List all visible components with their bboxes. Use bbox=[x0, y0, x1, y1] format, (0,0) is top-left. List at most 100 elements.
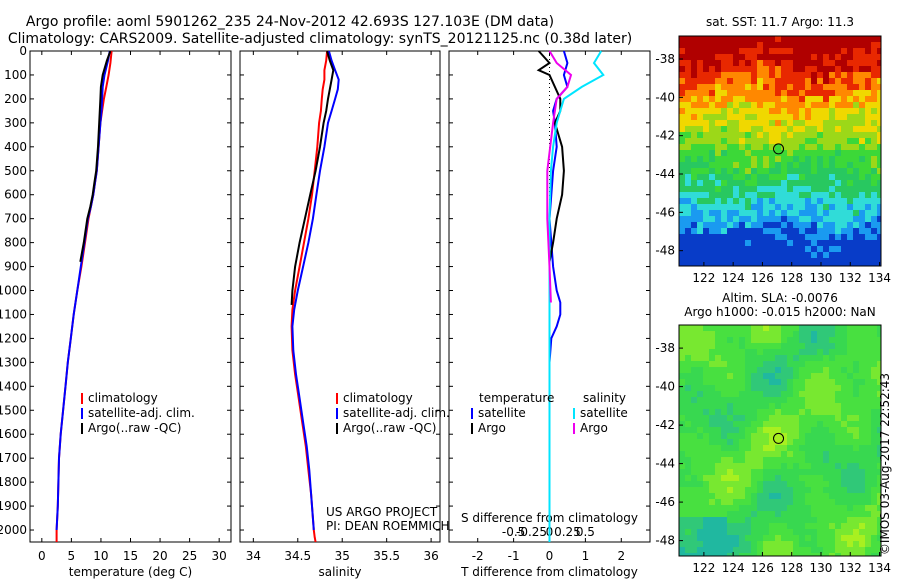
heatmap-cell bbox=[865, 463, 872, 470]
heatmap-cell bbox=[679, 373, 686, 380]
heatmap-cell bbox=[877, 379, 884, 386]
heatmap-cell bbox=[799, 162, 806, 169]
heatmap-cell bbox=[787, 463, 794, 470]
heatmap-cell bbox=[799, 234, 806, 241]
heatmap-cell bbox=[877, 168, 884, 175]
heatmap-cell bbox=[865, 96, 872, 103]
heatmap-cell bbox=[847, 216, 854, 223]
heatmap-cell bbox=[751, 240, 758, 247]
heatmap-cell bbox=[733, 228, 740, 235]
heatmap-cell bbox=[709, 469, 716, 476]
heatmap-cell bbox=[817, 102, 824, 109]
heatmap-cell bbox=[757, 475, 764, 482]
heatmap-cell bbox=[733, 36, 740, 43]
heatmap-cell bbox=[751, 162, 758, 169]
heatmap-cell bbox=[829, 493, 836, 500]
heatmap-cell bbox=[739, 48, 746, 55]
heatmap-cell bbox=[739, 373, 746, 380]
heatmap-cell bbox=[823, 78, 830, 85]
heatmap-cell bbox=[679, 36, 686, 43]
heatmap-cell bbox=[829, 120, 836, 127]
heatmap-cell bbox=[811, 325, 818, 332]
heatmap-cell bbox=[835, 228, 842, 235]
heatmap-cell bbox=[733, 469, 740, 476]
heatmap-cell bbox=[781, 60, 788, 67]
heatmap-cell bbox=[799, 481, 806, 488]
heatmap-cell bbox=[829, 222, 836, 229]
heatmap-cell bbox=[751, 198, 758, 205]
heatmap-cell bbox=[709, 403, 716, 410]
x-tick-label: -2 bbox=[472, 549, 484, 563]
heatmap-cell bbox=[745, 90, 752, 97]
heatmap-cell bbox=[871, 102, 878, 109]
heatmap-cell bbox=[805, 234, 812, 241]
heatmap-cell bbox=[733, 120, 740, 127]
heatmap-cell bbox=[775, 487, 782, 494]
heatmap-cell bbox=[787, 246, 794, 253]
heatmap-cell bbox=[871, 439, 878, 446]
heatmap-cell bbox=[841, 228, 848, 235]
heatmap-cell bbox=[727, 90, 734, 97]
heatmap-cell bbox=[865, 349, 872, 356]
header-line-2: Climatology: CARS2009. Satellite-adjuste… bbox=[8, 31, 632, 47]
heatmap-cell bbox=[787, 150, 794, 157]
heatmap-cell bbox=[733, 78, 740, 85]
heatmap-cell bbox=[715, 337, 722, 344]
heatmap-cell bbox=[721, 403, 728, 410]
heatmap-cell bbox=[697, 403, 704, 410]
heatmap-cell bbox=[847, 48, 854, 55]
heatmap-cell bbox=[697, 535, 704, 542]
series-line-argo-raw-qc- bbox=[290, 50, 335, 305]
heatmap-cell bbox=[745, 373, 752, 380]
heatmap-cell bbox=[775, 379, 782, 386]
heatmap-cell bbox=[841, 78, 848, 85]
heatmap-cell bbox=[781, 246, 788, 253]
heatmap-cell bbox=[841, 463, 848, 470]
heatmap-cell bbox=[757, 60, 764, 67]
heatmap-cell bbox=[763, 132, 770, 139]
heatmap-cell bbox=[871, 84, 878, 91]
heatmap-cell bbox=[757, 138, 764, 145]
heatmap-cell bbox=[691, 421, 698, 428]
x-tick-label: 20 bbox=[152, 549, 167, 563]
heatmap-cell bbox=[871, 463, 878, 470]
heatmap-cell bbox=[733, 391, 740, 398]
heatmap-cell bbox=[811, 150, 818, 157]
heatmap-cell bbox=[769, 102, 776, 109]
heatmap-cell bbox=[751, 246, 758, 253]
heatmap-cell bbox=[757, 337, 764, 344]
heatmap-cell bbox=[835, 48, 842, 55]
heatmap-cell bbox=[757, 42, 764, 49]
heatmap-cell bbox=[757, 355, 764, 362]
heatmap-cell bbox=[757, 234, 764, 241]
heatmap-cell bbox=[859, 228, 866, 235]
heatmap-cell bbox=[751, 66, 758, 73]
heatmap-cell bbox=[697, 373, 704, 380]
heatmap-cell bbox=[745, 331, 752, 338]
heatmap-cell bbox=[817, 72, 824, 79]
heatmap-cell bbox=[775, 445, 782, 452]
heatmap-cell bbox=[697, 174, 704, 181]
heatmap-cell bbox=[793, 204, 800, 211]
y-tick-label: 200 bbox=[4, 92, 27, 106]
heatmap-cell bbox=[745, 391, 752, 398]
heatmap-cell bbox=[805, 403, 812, 410]
heatmap-cell bbox=[721, 379, 728, 386]
heatmap-cell bbox=[817, 463, 824, 470]
heatmap-cell bbox=[751, 156, 758, 163]
heatmap-cell bbox=[733, 475, 740, 482]
heatmap-cell bbox=[721, 547, 728, 554]
heatmap-cell bbox=[733, 547, 740, 554]
sla-map-panel: 122 124 126 128 130 132 134-38-40-42-44-46-48A… bbox=[655, 291, 891, 575]
heatmap-cell bbox=[793, 487, 800, 494]
heatmap-cell bbox=[787, 481, 794, 488]
heatmap-cell bbox=[691, 469, 698, 476]
heatmap-cell bbox=[715, 60, 722, 67]
heatmap-cell bbox=[817, 84, 824, 91]
heatmap-cell bbox=[859, 84, 866, 91]
heatmap-cell bbox=[841, 150, 848, 157]
heatmap-cell bbox=[721, 361, 728, 368]
heatmap-cell bbox=[853, 234, 860, 241]
heatmap-cell bbox=[721, 198, 728, 205]
heatmap-cell bbox=[751, 529, 758, 536]
